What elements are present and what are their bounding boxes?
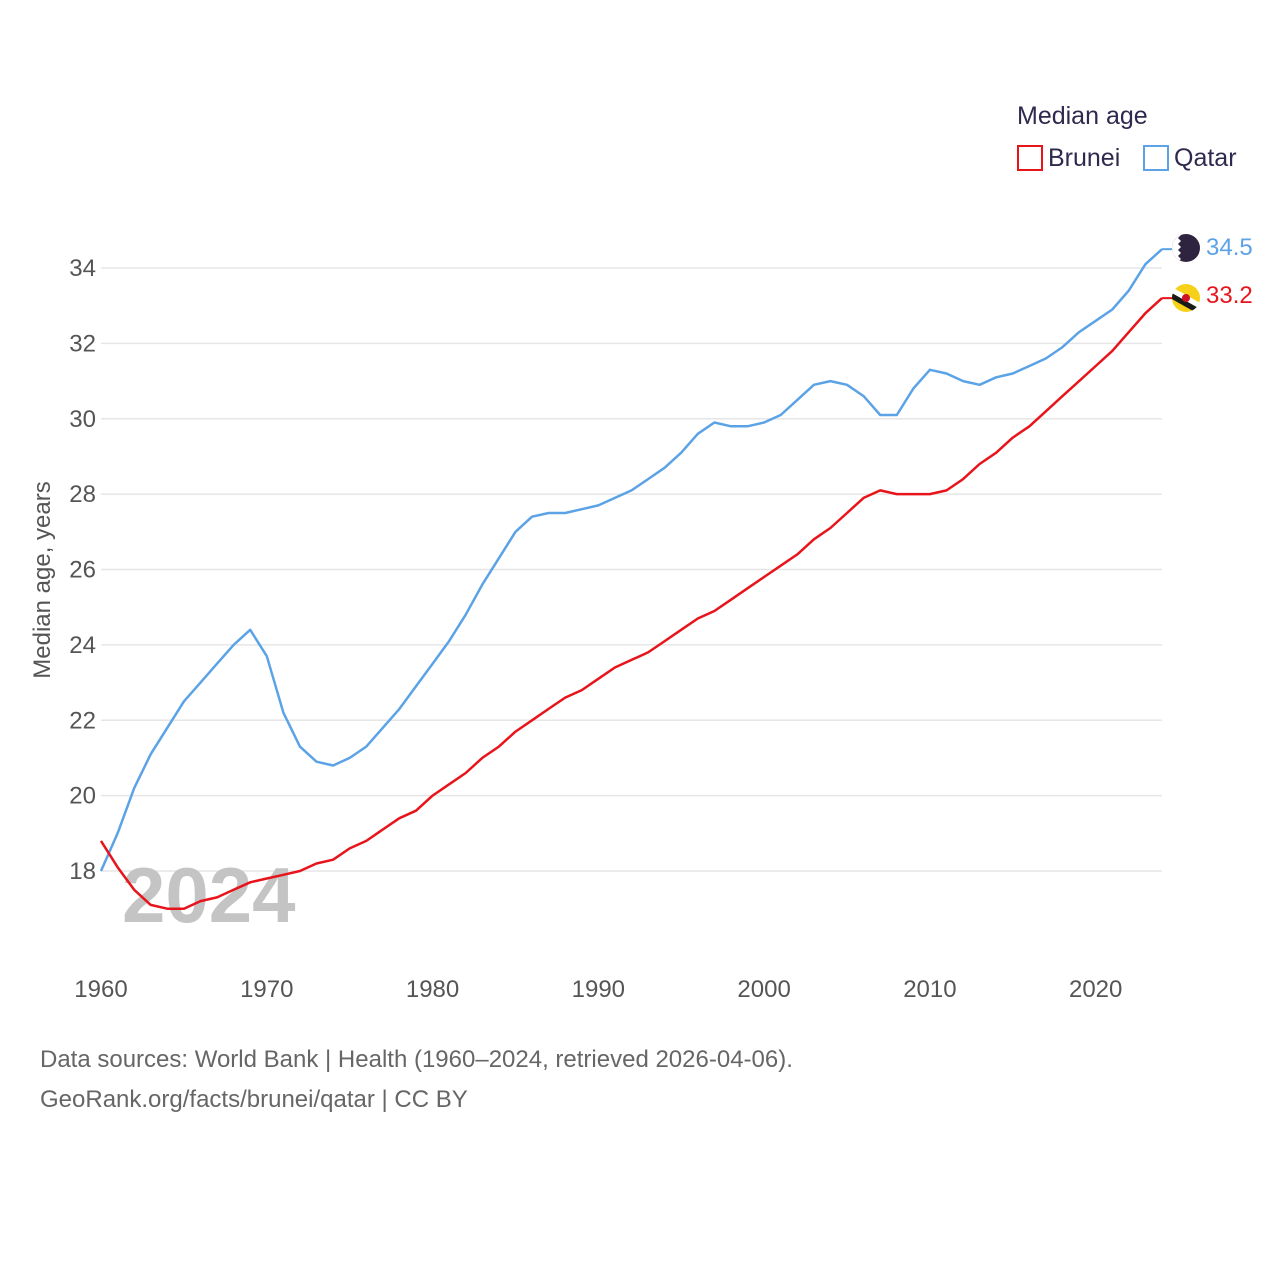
series-line-brunei[interactable] (99, 297, 1163, 910)
end-label-brunei: 33.2 (1206, 282, 1253, 309)
x-tick-label: 2010 (903, 976, 956, 1003)
y-axis-label: Median age, years (29, 481, 56, 678)
y-tick-label: 32 (69, 330, 96, 357)
legend-swatch-qatar (1143, 145, 1169, 171)
y-axis-ticks: 18 20 22 24 26 28 30 32 34 (69, 255, 96, 885)
gridlines (101, 267, 1162, 872)
qatar-flag-icon (1172, 234, 1200, 262)
series-lines (99, 248, 1172, 910)
x-tick-label: 2020 (1069, 976, 1122, 1003)
y-tick-label: 24 (69, 632, 96, 659)
y-tick-label: 22 (69, 707, 96, 734)
legend: Median age Brunei Qatar (1017, 102, 1237, 172)
brunei-flag-icon (1172, 284, 1200, 312)
legend-label-qatar: Qatar (1174, 144, 1237, 172)
y-tick-label: 26 (69, 557, 96, 584)
legend-title: Median age (1017, 102, 1148, 130)
data-sources-text: Data sources: World Bank | Health (1960–… (40, 1046, 793, 1073)
legend-item-qatar[interactable]: Qatar (1143, 144, 1237, 172)
attribution-link[interactable]: GeoRank.org/facts/brunei/qatar | CC BY (40, 1086, 468, 1113)
series-line-qatar[interactable] (99, 248, 1163, 872)
legend-swatch-brunei (1017, 145, 1043, 171)
y-tick-label: 34 (69, 255, 96, 282)
x-tick-label: 2000 (737, 976, 790, 1003)
y-tick-label: 28 (69, 481, 96, 508)
end-label-qatar: 34.5 (1206, 234, 1253, 261)
x-tick-label: 1960 (74, 976, 127, 1003)
x-tick-label: 1990 (572, 976, 625, 1003)
y-tick-label: 30 (69, 406, 96, 433)
x-tick-label: 1970 (240, 976, 293, 1003)
x-tick-label: 1980 (406, 976, 459, 1003)
footer: Data sources: World Bank | Health (1960–… (40, 1040, 793, 1120)
x-axis-ticks: 1960 1970 1980 1990 2000 2010 2020 (74, 976, 1122, 1003)
legend-item-brunei[interactable]: Brunei (1017, 144, 1120, 172)
y-tick-label: 20 (69, 783, 96, 810)
legend-label-brunei: Brunei (1048, 144, 1120, 172)
year-watermark: 2024 (122, 851, 296, 939)
y-tick-label: 18 (69, 858, 96, 885)
